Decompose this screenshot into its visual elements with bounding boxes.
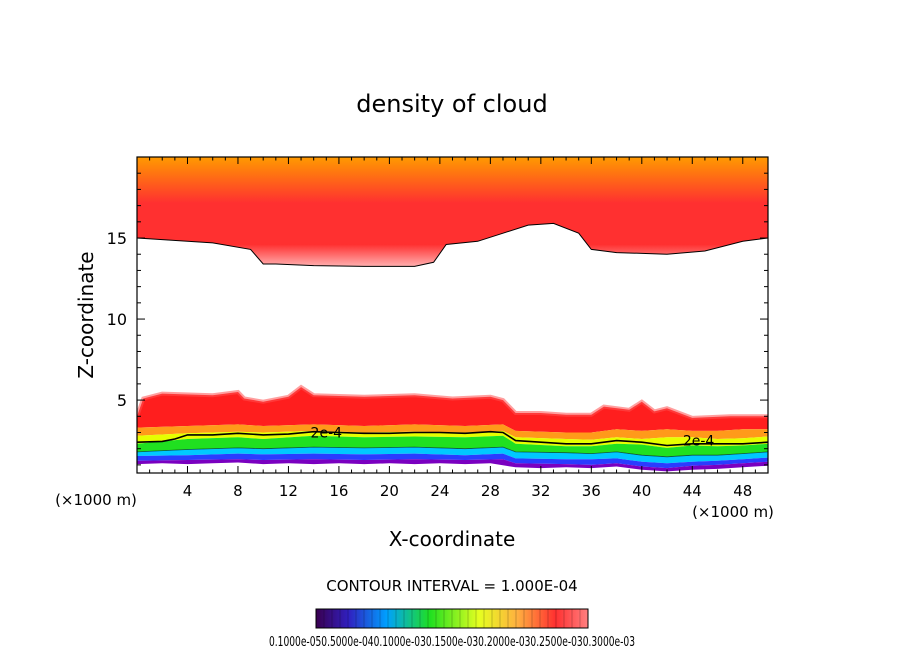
contour-label: 2e-4 — [311, 425, 343, 441]
contour-2e-4 — [137, 430, 768, 447]
x-tick-label: 12 — [279, 482, 298, 500]
colorbar — [315, 608, 589, 629]
x-tick-label: 16 — [329, 482, 348, 500]
colorbar-labels: 0.1000e-050.5000e-040.1000e-030.1500e-03… — [269, 634, 635, 650]
x-tick-label: 48 — [733, 482, 752, 500]
upper-cloud-layer — [137, 157, 768, 267]
contour-lines — [137, 222, 768, 458]
band-blue — [137, 453, 768, 469]
x-tick-label: 36 — [582, 482, 601, 500]
lower-contour — [137, 446, 768, 458]
band-purple — [137, 459, 768, 472]
colorbar-ticks — [323, 609, 581, 628]
x-axis-ticks: 4 8 12 16 20 24 28 32 36 40 44 48 — [149, 157, 756, 500]
chart-title: density of cloud — [356, 90, 547, 118]
x-tick-label: 40 — [632, 482, 651, 500]
contour-interval-text: CONTOUR INTERVAL = 1.000E-04 — [326, 577, 577, 595]
y-tick-label: 5 — [117, 391, 127, 410]
upper-cloud-contour — [137, 222, 768, 267]
contour-fields — [137, 157, 768, 472]
x-tick-label: 44 — [683, 482, 702, 500]
x-tick-label: 28 — [481, 482, 500, 500]
band-green — [137, 435, 768, 457]
lower-cloud-top-fringe — [137, 384, 768, 420]
y-axis-label: Z-coordinate — [74, 251, 98, 378]
contour-labels: 2e-4 2e-4 — [311, 425, 715, 450]
x-tick-label: 20 — [380, 482, 399, 500]
x-axis-label: X-coordinate — [389, 527, 516, 551]
x-unit-label-right: (×1000 m) — [692, 503, 774, 521]
band-cyan — [137, 447, 768, 464]
y-axis-ticks: 5 10 15 — [107, 172, 768, 466]
band-yellow — [137, 430, 768, 448]
x-tick-label: 8 — [233, 482, 243, 500]
y-tick-label: 15 — [107, 229, 127, 248]
x-tick-label: 24 — [430, 482, 449, 500]
contour-label: 2e-4 — [683, 434, 715, 450]
band-red — [137, 387, 768, 433]
x-tick-label: 32 — [531, 482, 550, 500]
x-tick-label: 4 — [183, 482, 193, 500]
x-unit-label-left: (×1000 m) — [55, 491, 137, 509]
y-tick-label: 10 — [107, 310, 127, 329]
